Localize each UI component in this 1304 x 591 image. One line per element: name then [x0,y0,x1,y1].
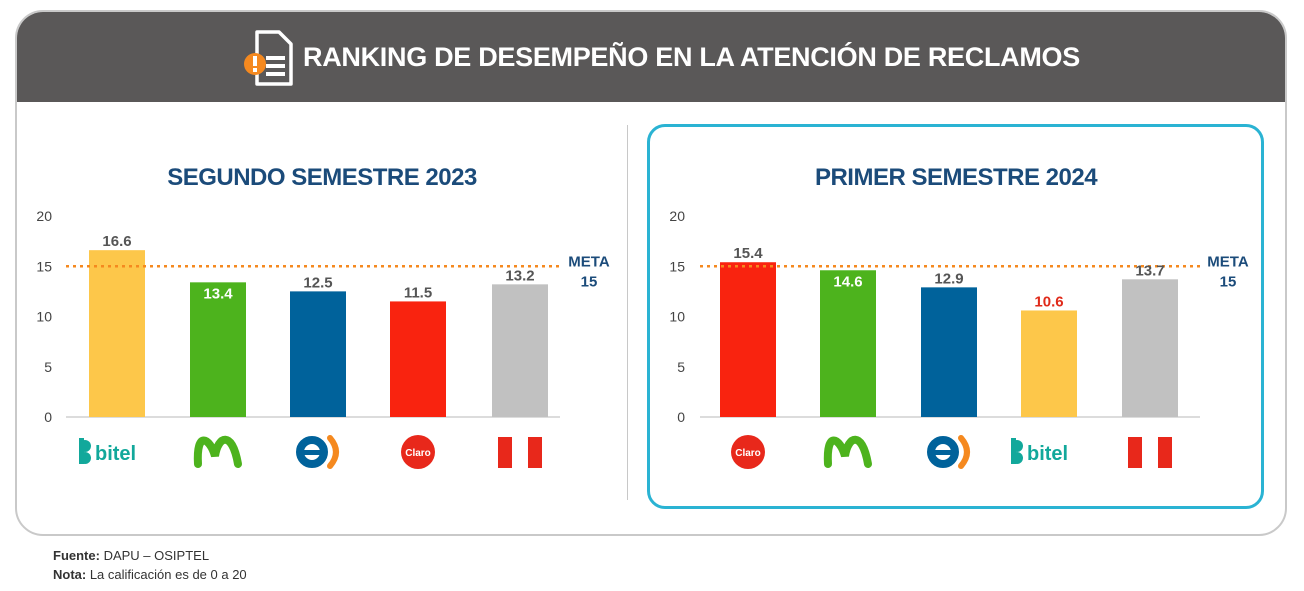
chart2-ytick-label: 15 [669,258,685,274]
chart2-value-label: 15.4 [733,245,763,262]
chart1-ytick-label: 5 [44,359,52,375]
logo-movistar-icon [193,435,242,468]
highlight-box [647,124,1264,509]
chart2-ytick-label: 20 [669,208,685,224]
chart1-bar-claro [390,301,446,417]
chart1-value-label: 13.4 [203,285,233,302]
logo-entel-icon [327,435,339,469]
chart1-bar-movistar [190,282,246,417]
chart1-meta-value: 15 [581,273,598,290]
panel-divider [627,125,628,500]
flag-peru-icon [512,437,528,468]
chart2-value-label: 14.6 [833,273,862,290]
footer-source-label: Fuente: [53,548,100,563]
chart1-value-label: 16.6 [102,233,131,250]
logo-bitel-label: bitel [95,443,136,465]
logo-entel-icon [958,435,970,469]
chart2-ytick-label: 5 [677,359,685,375]
chart2-ytick-label: 0 [677,409,685,425]
footer-source-value: DAPU – OSIPTEL [99,548,210,563]
flag-peru-icon [1158,437,1172,468]
logo-claro-icon [731,435,765,469]
document-alert-icon [244,30,293,86]
footer-note-value: La calificación es de 0 a 20 [86,567,247,582]
logo-claro-label: Claro [735,448,761,459]
chart2-bar-bitel [1021,310,1077,417]
chart1-ytick-label: 20 [36,208,52,224]
chart1-ytick-label: 15 [36,258,52,274]
logo-entel-icon [933,450,951,455]
chart1-ytick-label: 0 [44,409,52,425]
flag-peru-icon [498,437,512,468]
chart1-bar-peru [492,284,548,417]
page-title: RANKING DE DESEMPEÑO EN LA ATENCIÓN DE R… [303,42,1080,72]
chart1-title: SEGUNDO SEMESTRE 2023 [167,164,477,191]
logo-entel-icon [302,450,320,455]
title-banner: RANKING DE DESEMPEÑO EN LA ATENCIÓN DE R… [17,12,1285,102]
chart2-bar-claro [720,262,776,417]
chart1-bar-entel [290,291,346,417]
chart2-value-label: 13.7 [1135,262,1164,279]
flag-peru-icon [528,437,542,468]
chart2-bar-peru [1122,279,1178,417]
logo-entel-icon [296,436,328,468]
chart2-bar-entel [921,287,977,417]
chart1-bar-bitel [89,250,145,417]
flag-peru-icon [1142,437,1158,468]
footer-note-label: Nota: [53,567,87,582]
logo-entel-icon [927,436,959,468]
chart2-value-label: 12.9 [934,270,963,287]
chart1-value-label: 12.5 [303,274,332,291]
logo-bitel-icon [1011,438,1016,464]
chart2-meta-value: 15 [1220,273,1237,290]
chart1-meta-label: META [568,253,610,270]
flag-peru-icon [1128,437,1142,468]
chart2-bar-movistar [820,270,876,417]
chart2-value-label: 10.6 [1034,293,1063,310]
logo-bitel-icon [79,438,84,464]
chart1-value-label: 13.2 [505,267,534,284]
chart2-meta-label: META [1207,253,1249,270]
chart1-ytick-label: 10 [36,309,52,325]
footer-source: Fuente: DAPU – OSIPTEL [53,548,209,563]
main-frame: RANKING DE DESEMPEÑO EN LA ATENCIÓN DE R… [15,10,1287,536]
logo-movistar-icon [823,435,872,468]
logo-bitel-label: bitel [1027,443,1068,465]
logo-claro-label: Claro [405,448,431,459]
footer-note: Nota: La calificación es de 0 a 20 [53,567,247,582]
logo-claro-icon [401,435,435,469]
chart2-ytick-label: 10 [669,309,685,325]
chart1-value-label: 11.5 [404,284,432,301]
chart2-title: PRIMER SEMESTRE 2024 [815,164,1098,191]
